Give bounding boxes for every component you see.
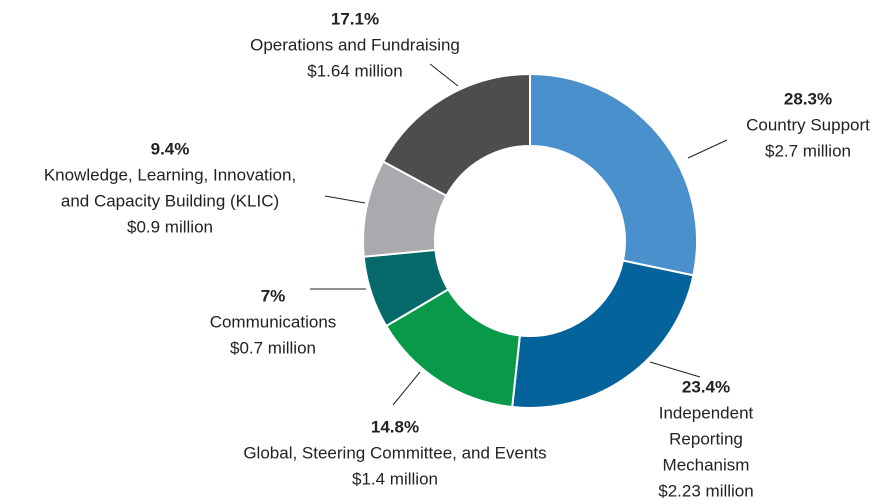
category-label: Independent bbox=[659, 403, 754, 422]
category-label: Reporting bbox=[669, 429, 743, 448]
amount-label: $2.23 million bbox=[658, 481, 753, 500]
category-label: Global, Steering Committee, and Events bbox=[243, 443, 546, 462]
category-label: Communications bbox=[210, 312, 337, 331]
slice bbox=[529, 72, 698, 277]
value-label: 9.4% bbox=[151, 139, 190, 158]
category-label: Operations and Fundraising bbox=[250, 35, 460, 54]
amount-label: $1.64 million bbox=[307, 61, 402, 80]
value-label: 7% bbox=[261, 286, 286, 305]
leader-line bbox=[429, 63, 459, 87]
slice bbox=[511, 259, 695, 409]
leader-line bbox=[392, 371, 421, 406]
category-label: Knowledge, Learning, Innovation, bbox=[44, 165, 296, 184]
value-label: 23.4% bbox=[682, 377, 730, 396]
amount-label: $2.7 million bbox=[765, 141, 851, 160]
category-label: Country Support bbox=[746, 115, 870, 134]
category-label: Mechanism bbox=[663, 455, 750, 474]
leader-line bbox=[649, 361, 701, 378]
amount-label: $1.4 million bbox=[352, 469, 438, 488]
amount-label: $0.7 million bbox=[230, 338, 316, 357]
leader-line bbox=[324, 195, 366, 204]
value-label: 14.8% bbox=[371, 417, 419, 436]
value-label: 17.1% bbox=[331, 9, 379, 28]
value-label: 28.3% bbox=[784, 89, 832, 108]
slice bbox=[381, 72, 531, 198]
amount-label: $0.9 million bbox=[127, 217, 213, 236]
leader-line bbox=[687, 139, 728, 159]
category-label: and Capacity Building (KLIC) bbox=[61, 191, 279, 210]
